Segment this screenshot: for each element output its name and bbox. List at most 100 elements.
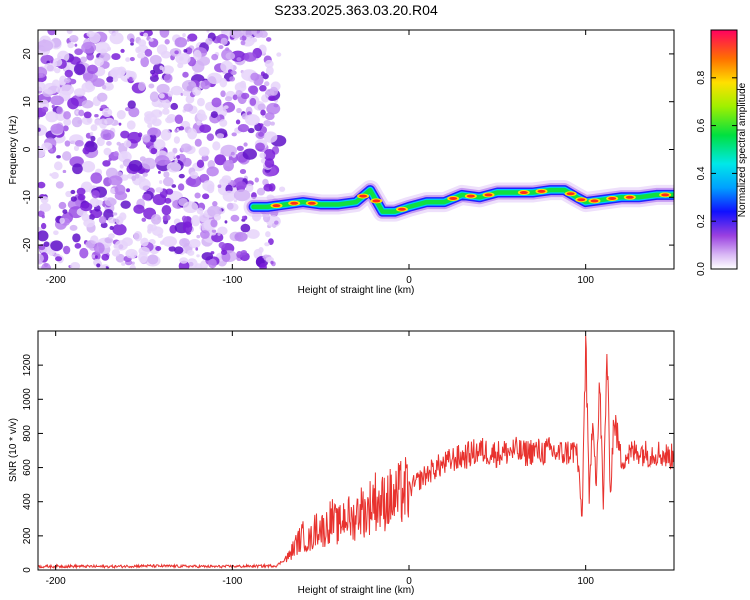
- noise-blob: [62, 125, 69, 132]
- noise-blob: [45, 111, 59, 123]
- noise-blob: [94, 57, 104, 67]
- noise-blob: [149, 134, 157, 143]
- noise-blob: [163, 171, 170, 178]
- noise-blob: [86, 80, 92, 85]
- noise-blob: [104, 117, 115, 126]
- noise-blob: [41, 142, 53, 151]
- noise-blob: [121, 262, 126, 266]
- noise-blob: [63, 77, 71, 84]
- noise-blob: [180, 143, 192, 153]
- ridge-hotspot-core: [397, 207, 406, 211]
- noise-blob: [220, 249, 228, 256]
- noise-blob: [128, 76, 133, 83]
- noise-blob: [40, 196, 49, 204]
- noise-blob: [213, 213, 222, 221]
- colorbar: 0.0 0.2 0.4 0.6 0.8 Normalized spectral ampl…: [696, 29, 748, 276]
- noise-blob: [89, 131, 94, 136]
- noise-blob: [263, 149, 276, 161]
- noise-blob: [149, 54, 162, 65]
- noise-blob: [212, 141, 221, 151]
- noise-blob: [247, 85, 258, 94]
- noise-blob: [50, 123, 64, 134]
- noise-blob: [256, 187, 266, 196]
- noise-blob: [90, 135, 96, 142]
- y-tick-label: 200: [22, 527, 33, 544]
- noise-blob: [265, 66, 274, 76]
- noise-blob: [224, 96, 233, 102]
- top-x-axis-label: Height of straight line (km): [298, 285, 415, 296]
- noise-blob: [230, 214, 240, 222]
- noise-blob: [70, 261, 81, 269]
- snr-frame: [37, 330, 675, 571]
- noise-blob: [264, 158, 275, 168]
- noise-blob: [149, 91, 160, 103]
- noise-blob: [250, 72, 260, 81]
- noise-blob: [235, 89, 243, 97]
- noise-blob: [187, 128, 198, 140]
- noise-blob: [163, 73, 173, 83]
- noise-blob: [150, 214, 162, 225]
- noise-blob: [81, 100, 94, 109]
- y-tick-label: 0: [22, 146, 33, 152]
- noise-blob: [38, 181, 46, 189]
- noise-blob: [196, 109, 206, 121]
- noise-blob: [147, 254, 159, 265]
- y-tick-label: 1200: [22, 354, 33, 377]
- noise-blob: [174, 114, 184, 125]
- noise-blob: [38, 39, 54, 52]
- noise-blob: [260, 71, 266, 77]
- noise-blob: [183, 103, 194, 112]
- noise-blob: [116, 109, 126, 120]
- noise-blob: [98, 216, 107, 224]
- noise-blob: [243, 52, 257, 62]
- noise-blob: [160, 129, 172, 141]
- noise-blob: [177, 183, 185, 191]
- noise-blob: [188, 261, 194, 267]
- noise-blob: [187, 249, 195, 256]
- noise-blob: [157, 170, 161, 174]
- noise-blob: [120, 48, 125, 53]
- noise-blob: [167, 90, 174, 97]
- noise-blob: [263, 183, 273, 192]
- noise-blob: [89, 32, 101, 44]
- bottom-y-axis-label: SNR (10 * v/v): [8, 418, 19, 482]
- noise-blob: [50, 95, 65, 106]
- noise-blob: [162, 215, 168, 222]
- noise-blob: [196, 254, 200, 258]
- noise-blob: [76, 187, 86, 196]
- noise-blob: [178, 126, 185, 131]
- noise-blob: [86, 52, 95, 61]
- noise-blob: [174, 50, 179, 55]
- noise-blob: [220, 30, 229, 34]
- snr-panel: -200 -100 0 100 0 200 400 600 800 1000 1200 Heigh…: [8, 330, 675, 596]
- noise-blob: [192, 86, 202, 96]
- noise-blob: [174, 159, 178, 164]
- noise-blob: [101, 253, 110, 261]
- ridge-hotspot-core: [566, 192, 575, 196]
- noise-blob: [133, 204, 145, 214]
- colorbar-label: Normalized spectral amplitude: [737, 82, 748, 217]
- noise-blob: [94, 255, 98, 259]
- noise-blob: [38, 66, 48, 79]
- noise-blob: [42, 82, 59, 95]
- noise-blob: [41, 106, 49, 113]
- noise-blob: [138, 251, 148, 264]
- noise-blob: [255, 142, 266, 152]
- noise-blob: [38, 210, 45, 218]
- noise-blob: [230, 70, 237, 76]
- y-tick-label: -20: [22, 237, 33, 252]
- noise-blob: [147, 123, 153, 129]
- ridge-hotspot-core: [608, 196, 617, 200]
- noise-blob: [39, 202, 52, 212]
- noise-blob: [64, 140, 71, 147]
- noise-blob: [65, 190, 72, 198]
- y-tick-label: 800: [22, 425, 33, 442]
- noise-blob: [268, 95, 276, 101]
- noise-blob: [91, 254, 96, 259]
- noise-blob: [194, 192, 201, 199]
- noise-blob: [108, 175, 123, 186]
- noise-blob: [140, 237, 149, 247]
- ridge-hotspot-core: [537, 189, 546, 193]
- noise-blob: [174, 246, 184, 255]
- top-y-ticks: -20 -10 0 10 20: [22, 48, 674, 252]
